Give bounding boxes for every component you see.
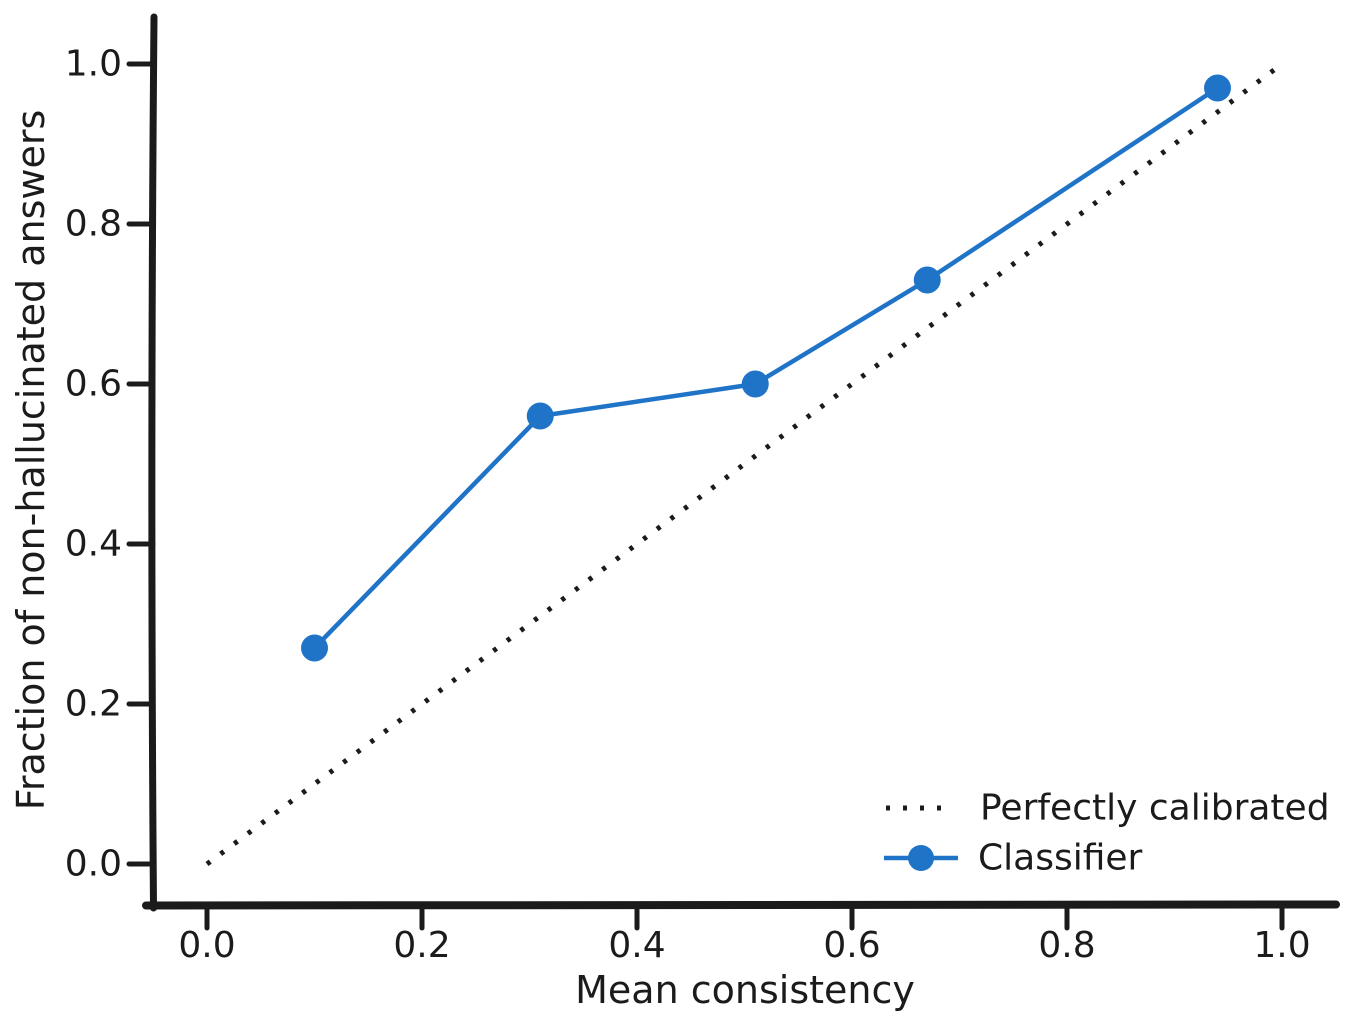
y-tick-label: 0.4	[65, 524, 122, 565]
x-tick-label: 0.4	[608, 925, 665, 966]
y-tick-label: 0.8	[65, 204, 122, 245]
x-tick-label: 1.0	[1253, 925, 1310, 966]
classifier-point	[1204, 74, 1231, 102]
perfectly-calibrated-line	[205, 61, 1284, 867]
legend-label-perfectly-calibrated: Perfectly calibrated	[980, 788, 1330, 829]
y-axis-label: Fraction of non-hallucinated answers	[9, 110, 53, 811]
legend: Perfectly calibrated Classifier	[884, 788, 1330, 879]
classifier-point	[526, 402, 554, 430]
classifier-point	[741, 370, 769, 398]
legend-entry-perfectly-calibrated: Perfectly calibrated	[886, 788, 1330, 829]
x-tick-label: 0.2	[393, 925, 450, 966]
x-axis-ticks: 0.0 0.2 0.4 0.6 0.8 1.0	[178, 903, 1311, 966]
y-tick-label: 1.0	[65, 44, 122, 85]
classifier-line	[312, 86, 1219, 650]
x-axis-label: Mean consistency	[575, 968, 915, 1012]
x-tick-label: 0.6	[823, 925, 880, 966]
x-tick-label: 0.8	[1038, 925, 1095, 966]
x-axis-spine	[142, 899, 1340, 910]
y-tick-label: 0.2	[65, 684, 122, 725]
y-axis-ticks: 0.0 0.2 0.4 0.6 0.8 1.0	[65, 44, 156, 885]
legend-classifier-marker	[908, 845, 934, 871]
y-tick-label: 0.6	[65, 364, 122, 405]
x-tick-label: 0.0	[178, 925, 235, 966]
y-axis-spine	[148, 13, 158, 912]
classifier-point	[913, 266, 941, 294]
classifier-point	[301, 634, 328, 662]
y-tick-label: 0.0	[65, 844, 122, 885]
plot-series	[205, 61, 1284, 867]
legend-label-classifier: Classifier	[978, 838, 1143, 879]
legend-entry-classifier: Classifier	[884, 838, 1143, 879]
